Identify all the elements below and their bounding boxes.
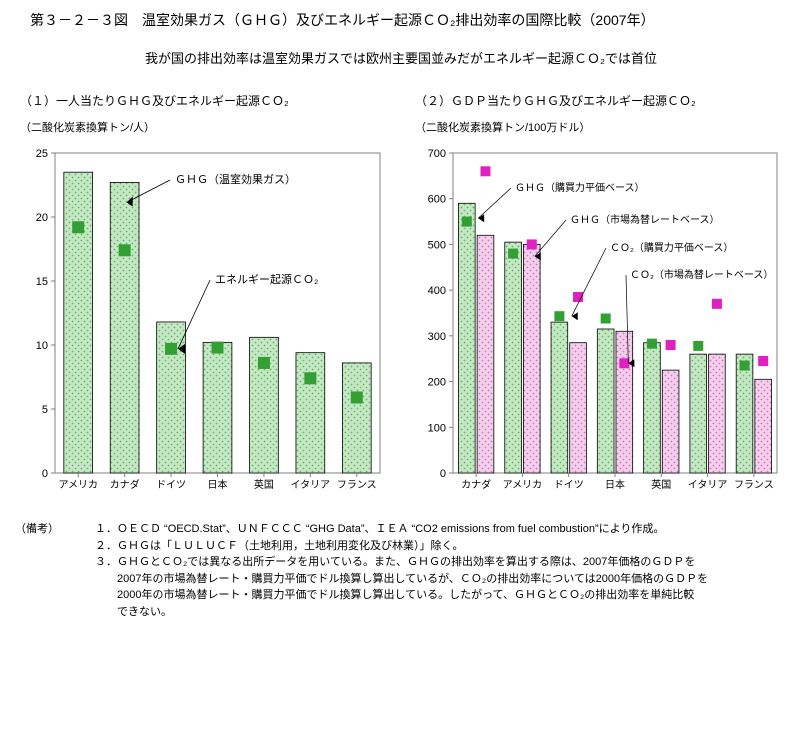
svg-text:25: 25 [36, 148, 48, 160]
chart2-heading: （２）ＧＤＰ当たりＧＨＧ及びエネルギー起源ＣＯ₂ [415, 92, 785, 109]
svg-text:ＧＨＧ（購買力平価ベース）: ＧＨＧ（購買力平価ベース） [515, 181, 645, 194]
svg-text:400: 400 [428, 285, 446, 297]
svg-text:200: 200 [428, 377, 446, 389]
svg-text:15: 15 [36, 276, 48, 288]
svg-text:日本: 日本 [605, 478, 625, 491]
chart2-unit: （二酸化炭素換算トン/100万ドル） [415, 119, 785, 135]
chart1-svg: 0 5 10 15 20 25 アメリカカナダ ドイツ 日本 英国 イタリアフランス ＧＨＧ（温室効果… [20, 143, 390, 503]
svg-text:イタリア: イタリア [291, 479, 331, 491]
svg-text:エネルギー起源ＣＯ₂: エネルギー起源ＣＯ₂ [215, 272, 318, 286]
notes-line-3: ３．ＧＨＧとＣＯ₂では異なる出所データを用いている。また、ＧＨＧの排出効率を算出… [95, 554, 695, 571]
svg-text:10: 10 [36, 340, 48, 352]
svg-text:5: 5 [42, 404, 48, 416]
notes-line-1: １．ＯＥＣＤ “OECD.Stat”、ＵＮＦＣＣＣ “GHG Data”、ＩＥＡ… [95, 521, 664, 538]
svg-text:ドイツ: ドイツ [156, 480, 186, 491]
svg-text:アメリカ: アメリカ [58, 479, 98, 491]
svg-text:フランス: フランス [337, 479, 377, 491]
svg-text:0: 0 [42, 468, 48, 480]
svg-text:ＧＨＧ（市場為替レートベース）: ＧＨＧ（市場為替レートベース） [570, 213, 720, 226]
svg-text:英国: 英国 [254, 478, 274, 491]
chart1-heading: （１）一人当たりＧＨＧ及びエネルギー起源ＣＯ₂ [20, 92, 390, 109]
page-subtitle: 我が国の排出効率は温室効果ガスでは欧州主要国並みだがエネルギー起源ＣＯ₂では首位 [20, 48, 782, 67]
chart2-container: （２）ＧＤＰ当たりＧＨＧ及びエネルギー起源ＣＯ₂ （二酸化炭素換算トン/100万… [415, 92, 785, 503]
svg-text:600: 600 [428, 194, 446, 206]
chart2-svg: 0 100 200 300 400 500 600 700 カナダアメリカドイツ 日本 英国 イタリア… [415, 143, 785, 503]
svg-text:700: 700 [428, 148, 446, 160]
chart1-container: （１）一人当たりＧＨＧ及びエネルギー起源ＣＯ₂ （二酸化炭素換算トン/人） 0 5… [20, 92, 390, 503]
notes-line-5: 2000年の市場為替レート・購買力平価でドル換算し算出している。したがって、ＧＨ… [95, 587, 694, 604]
notes-line-2: ２．ＧＨＧは「ＬＵＬＵＣＦ（土地利用，土地利用変化及び林業）」除く。 [95, 538, 464, 555]
svg-text:ＣＯ₂（市場為替レートベース）: ＣＯ₂（市場為替レートベース） [630, 268, 773, 281]
svg-text:カナダ: カナダ [461, 478, 491, 491]
svg-text:100: 100 [428, 422, 446, 434]
svg-text:ドイツ: ドイツ [554, 480, 584, 491]
chart1-unit: （二酸化炭素換算トン/人） [20, 119, 390, 135]
svg-text:500: 500 [428, 239, 446, 251]
svg-text:ＧＨＧ（温室効果ガス）: ＧＨＧ（温室効果ガス） [175, 172, 296, 186]
notes-lead: （備考） [15, 521, 95, 538]
notes-line-6: できない。 [95, 604, 172, 621]
svg-text:英国: 英国 [651, 478, 671, 491]
page-title: 第３－２－３図 温室効果ガス（ＧＨＧ）及びエネルギー起源ＣＯ₂排出効率の国際比較… [30, 10, 782, 30]
svg-text:フランス: フランス [734, 479, 774, 491]
notes-line-4: 2007年の市場為替レート・購買力平価でドル換算し算出しているが、ＣＯ₂の排出効… [95, 571, 708, 588]
svg-text:日本: 日本 [208, 478, 228, 491]
svg-text:カナダ: カナダ [110, 478, 140, 491]
notes: （備考） １．ＯＥＣＤ “OECD.Stat”、ＵＮＦＣＣＣ “GHG Data… [15, 521, 782, 620]
svg-text:アメリカ: アメリカ [503, 479, 543, 491]
svg-text:イタリア: イタリア [688, 479, 728, 491]
svg-text:ＣＯ₂（購買力平価ベース）: ＣＯ₂（購買力平価ベース） [610, 241, 733, 254]
svg-text:20: 20 [36, 212, 48, 224]
svg-text:300: 300 [428, 331, 446, 343]
svg-text:0: 0 [440, 468, 446, 480]
